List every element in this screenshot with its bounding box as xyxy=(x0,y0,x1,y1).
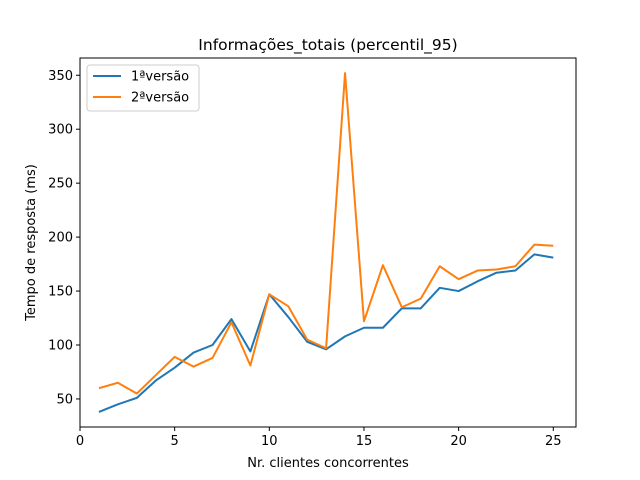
chart-title: Informações_totais (percentil_95) xyxy=(198,36,457,55)
series-line-2 xyxy=(98,72,554,395)
y-tick-label: 50 xyxy=(56,392,73,407)
y-tick-label: 300 xyxy=(48,123,73,138)
y-tick-label: 350 xyxy=(48,69,73,84)
x-tick-label: 0 xyxy=(76,434,84,449)
x-axis: 0 5 10 15 20 25 xyxy=(76,427,562,449)
x-tick-label: 25 xyxy=(545,434,562,449)
y-tick-label: 250 xyxy=(48,177,73,192)
y-tick-label: 200 xyxy=(48,231,73,246)
y-axis: 50 100 150 200 250 300 350 xyxy=(48,69,80,407)
y-tick-label: 100 xyxy=(48,339,73,354)
x-tick-label: 20 xyxy=(450,434,467,449)
x-axis-label: Nr. clientes concorrentes xyxy=(247,456,409,471)
x-tick-label: 5 xyxy=(171,434,179,449)
legend: 1ªversão 2ªversão xyxy=(86,64,200,112)
y-tick-label: 150 xyxy=(48,285,73,300)
series-layer xyxy=(98,72,554,413)
y-axis-label: Tempo de resposta (ms) xyxy=(24,164,39,322)
x-tick-label: 10 xyxy=(261,434,278,449)
series-line-1 xyxy=(98,253,554,413)
legend-label-2: 2ªversão xyxy=(131,91,189,106)
x-tick-label: 15 xyxy=(356,434,373,449)
plot-area-frame xyxy=(79,57,577,428)
legend-label-1: 1ªversão xyxy=(131,70,189,85)
